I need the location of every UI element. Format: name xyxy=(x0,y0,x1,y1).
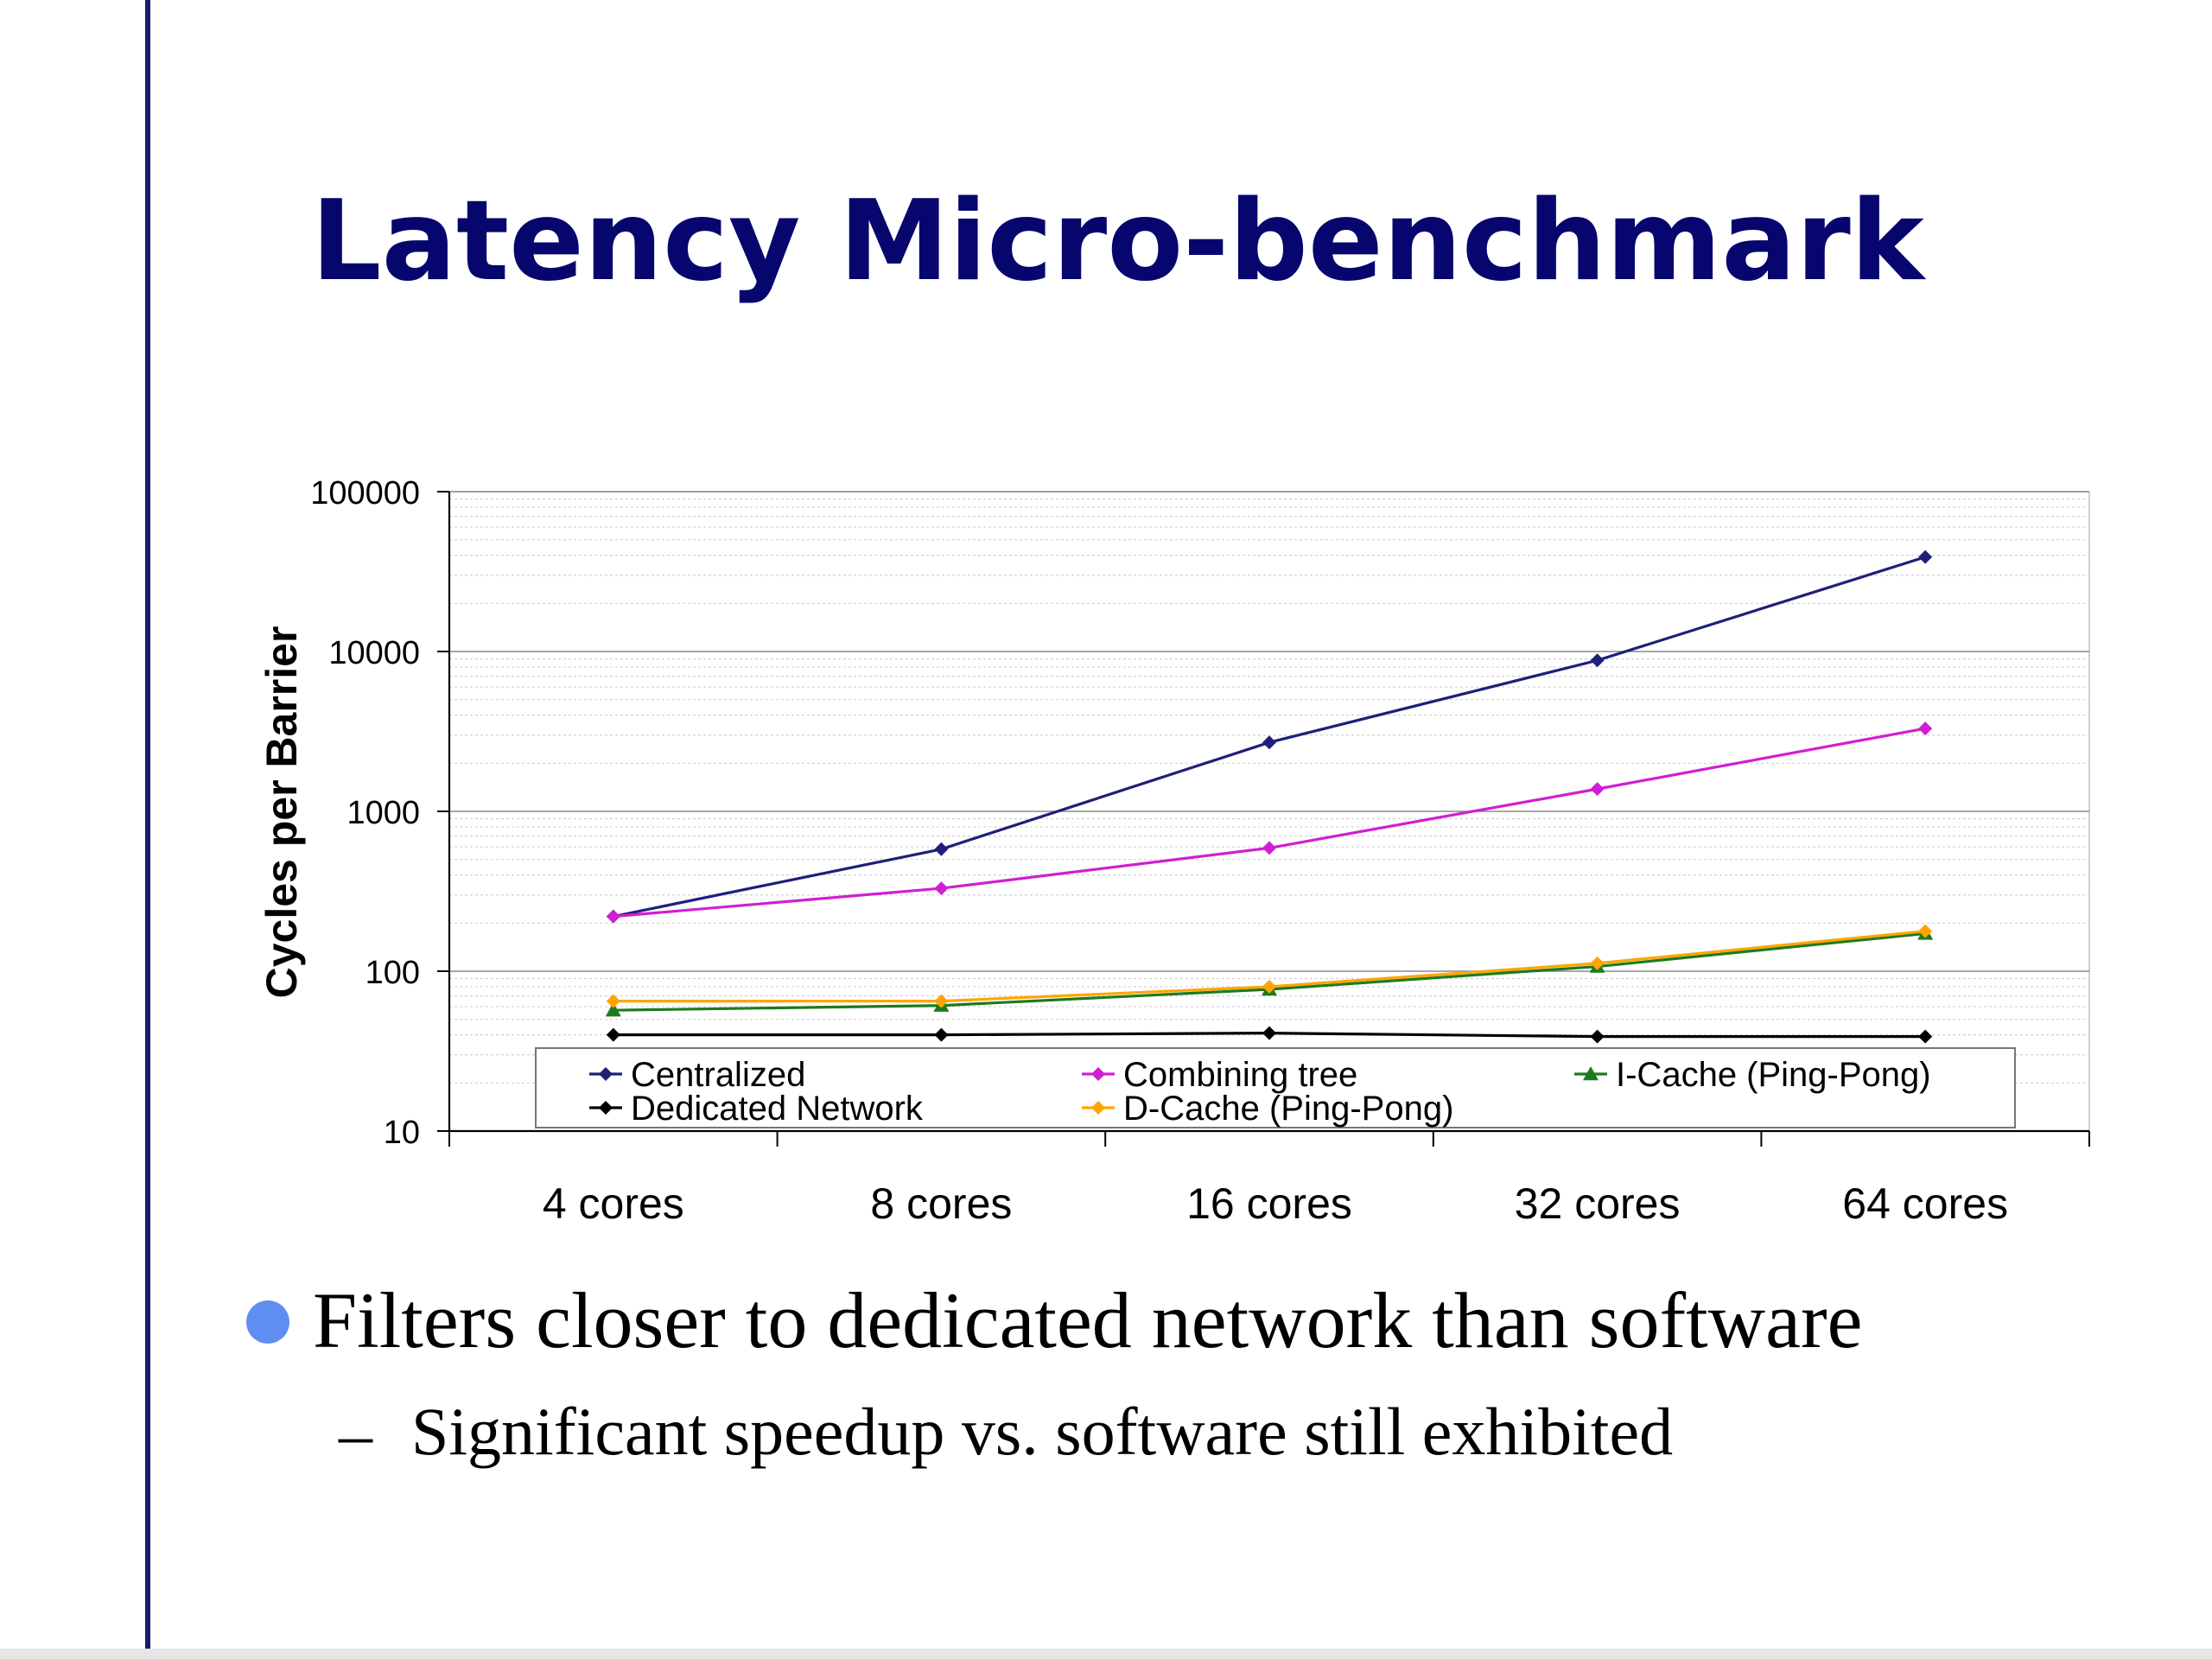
data-point-centralized xyxy=(1262,735,1276,750)
data-point-dedicated-network xyxy=(606,1027,620,1042)
legend-marker xyxy=(1091,1101,1105,1115)
legend-marker xyxy=(1091,1067,1105,1081)
data-point-centralized xyxy=(1918,550,1933,564)
data-point-d-cache-ping-pong xyxy=(1590,956,1605,970)
y-tick-label: 100000 xyxy=(310,475,420,512)
data-point-combining-tree xyxy=(934,881,949,896)
legend-label: Dedicated Network xyxy=(631,1090,924,1128)
data-point-combining-tree xyxy=(1590,782,1605,797)
y-tick-label: 100 xyxy=(365,955,420,991)
data-point-dedicated-network xyxy=(1918,1029,1933,1044)
latency-chart: 10 100 1000 10000 100000 4 cores 8 cores 16 cor… xyxy=(257,475,2090,1228)
data-point-d-cache-ping-pong xyxy=(934,994,949,1008)
sub-bullet-text: Significant speedup vs. software still e… xyxy=(411,1394,1674,1469)
data-point-i-cache-ping-pong xyxy=(605,1002,621,1017)
legend-label: Combining tree xyxy=(1123,1056,1357,1094)
legend-marker xyxy=(599,1101,613,1115)
x-tick-label: 32 cores xyxy=(1515,1179,1681,1228)
x-tick-label: 8 cores xyxy=(870,1179,1012,1228)
data-point-dedicated-network xyxy=(934,1027,949,1042)
data-point-dedicated-network xyxy=(1262,1026,1276,1040)
data-point-dedicated-network xyxy=(1590,1029,1605,1044)
legend-label: I-Cache (Ping-Pong) xyxy=(1616,1056,1931,1094)
x-tick-label: 4 cores xyxy=(543,1179,684,1228)
slide-title: Latency Micro-benchmark xyxy=(311,177,1924,306)
legend-label: Centralized xyxy=(631,1056,805,1094)
bottom-strip xyxy=(0,1649,2212,1659)
data-point-combining-tree xyxy=(1262,841,1276,855)
data-point-combining-tree xyxy=(1918,721,1933,736)
y-tick-label: 10 xyxy=(384,1115,420,1151)
bullet-dot-icon xyxy=(246,1300,289,1344)
data-point-combining-tree xyxy=(606,909,620,924)
data-point-d-cache-ping-pong xyxy=(606,994,620,1008)
legend-marker xyxy=(599,1067,613,1081)
data-point-centralized xyxy=(1590,653,1605,668)
legend-marker xyxy=(1583,1066,1599,1081)
y-tick-label: 1000 xyxy=(346,795,420,831)
left-border-rule xyxy=(145,0,150,1659)
legend-label: D-Cache (Ping-Pong) xyxy=(1123,1090,1453,1128)
bullet-text: Filters closer to dedicated network than… xyxy=(313,1276,1863,1364)
data-point-centralized xyxy=(934,842,949,856)
data-point-d-cache-ping-pong xyxy=(1918,924,1933,938)
sub-bullet-dash: – xyxy=(339,1396,372,1471)
y-tick-label: 10000 xyxy=(328,635,420,671)
legend-box xyxy=(535,1047,2016,1128)
data-point-d-cache-ping-pong xyxy=(1262,979,1276,994)
x-tick-label: 16 cores xyxy=(1186,1179,1352,1228)
y-axis-label: Cycles per Barrier xyxy=(257,626,306,999)
x-tick-label: 64 cores xyxy=(1842,1179,2008,1228)
